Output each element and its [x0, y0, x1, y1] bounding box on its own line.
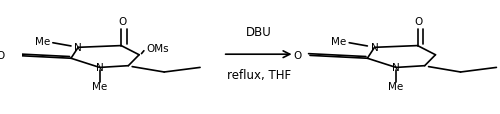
Text: Me: Me [388, 81, 404, 91]
Text: reflux, THF: reflux, THF [226, 69, 290, 82]
Text: O: O [293, 51, 302, 61]
Text: N: N [392, 63, 400, 73]
Text: Me: Me [331, 37, 346, 47]
Text: O: O [0, 51, 5, 61]
Text: O: O [415, 17, 423, 27]
Text: O: O [118, 17, 126, 27]
Text: OMs: OMs [146, 44, 169, 54]
Text: N: N [370, 43, 378, 53]
Text: Me: Me [34, 37, 50, 47]
Text: Me: Me [92, 81, 108, 91]
Text: N: N [74, 43, 82, 53]
Text: N: N [96, 63, 104, 73]
Text: DBU: DBU [246, 25, 272, 38]
